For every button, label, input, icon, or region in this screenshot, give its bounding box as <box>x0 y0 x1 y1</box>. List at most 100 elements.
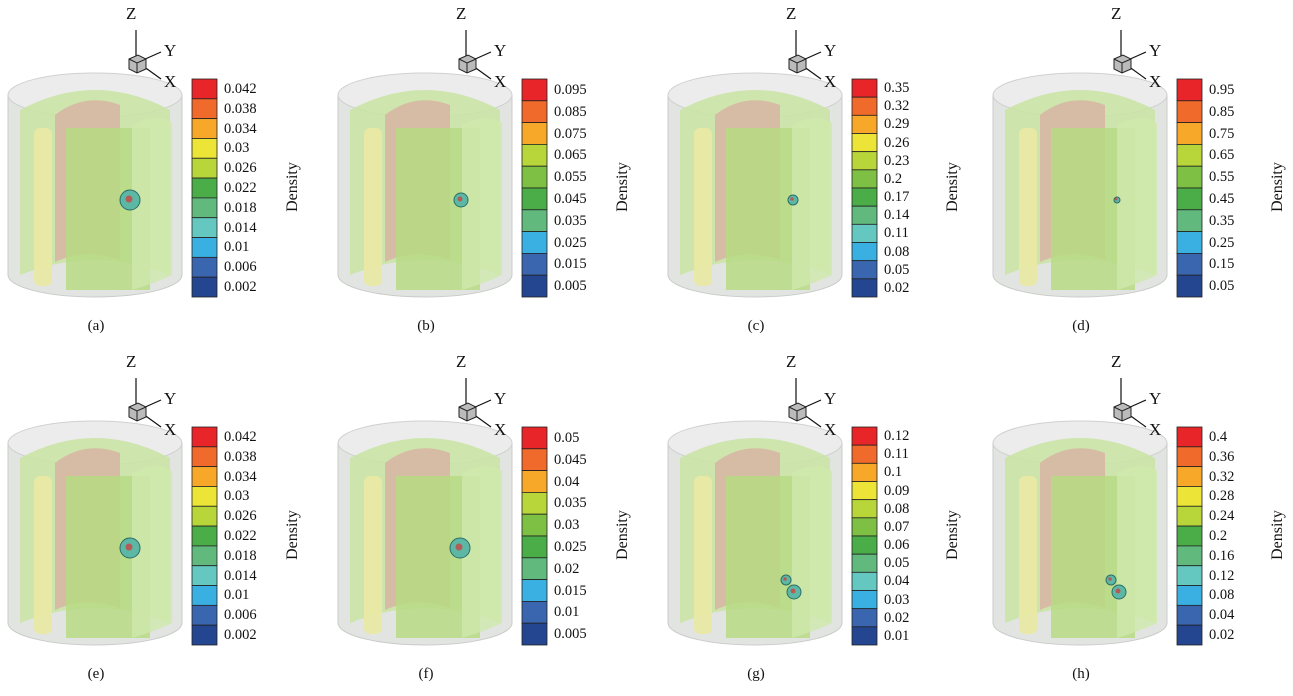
colorbar-title: Density <box>944 162 961 212</box>
colorbar-segment <box>191 118 218 139</box>
colorbar-segment <box>191 525 218 547</box>
colorbar-segment <box>851 96 878 116</box>
colorbar-tick-label: 0.23 <box>884 152 910 169</box>
colorbar-tick-label: 0.26 <box>884 134 910 151</box>
axis-label-x: X <box>824 420 837 439</box>
colorbar-segment <box>851 278 878 298</box>
colorbar-segment <box>521 470 548 493</box>
colorbar-tick-label: 0.2 <box>1209 528 1228 544</box>
axis-cube-icon <box>458 402 477 422</box>
colorbar-segment <box>521 274 548 298</box>
colorbar-tick-label: 0.014 <box>224 567 257 584</box>
colorbar-tick-label: 0.04 <box>884 573 910 590</box>
colorbar-segment <box>851 499 878 519</box>
center-blade <box>396 128 480 290</box>
center-blade <box>66 476 150 638</box>
colorbar-tick-label: 0.035 <box>554 212 587 229</box>
colorbar-segment <box>1176 624 1203 646</box>
center-blade <box>726 128 810 290</box>
colorbar-tick-label: 0.005 <box>554 626 587 643</box>
colorbar-segment <box>1176 446 1203 468</box>
colorbar-tick-label: 0.03 <box>554 517 580 534</box>
axis-triad <box>1113 378 1147 428</box>
colorbar-segment <box>1176 466 1203 487</box>
colorbar-segment <box>191 157 218 179</box>
axis-label-z: Z <box>786 4 797 23</box>
colorbar-tick-label: 0.29 <box>884 116 910 133</box>
colorbar-tick-label: 0.16 <box>1209 547 1235 564</box>
colorbar-tick-label: 0.035 <box>554 495 587 512</box>
colorbar-segment <box>1176 231 1203 254</box>
colorbar-segment <box>851 151 878 171</box>
colorbar-segment <box>191 177 218 199</box>
axis-label-y: Y <box>494 389 507 408</box>
colorbar-title: Density <box>1269 162 1286 212</box>
colorbar-tick-label: 0.025 <box>554 234 587 251</box>
baffle-front <box>132 117 172 290</box>
axis-label-y: Y <box>824 41 837 60</box>
density-cluster <box>449 537 471 559</box>
colorbar-tick-label: 0.11 <box>884 225 909 242</box>
axis-triad <box>458 378 492 428</box>
colorbar-segment <box>851 242 878 262</box>
yellow-column <box>694 128 712 286</box>
colorbar-segment <box>521 209 548 233</box>
colorbar-tick-label: 0.02 <box>554 560 580 577</box>
colorbar-segment <box>851 426 878 446</box>
colorbar-segment <box>851 114 878 134</box>
colorbar-tick-label: 0.2 <box>884 170 903 187</box>
colorbar-tick-label: 0.022 <box>224 180 257 196</box>
cylinder-scene <box>992 378 1203 646</box>
colorbar-tick-label: 0.04 <box>1209 607 1235 624</box>
colorbar-tick-label: 0.055 <box>554 169 587 186</box>
axis-cube-icon <box>788 54 807 74</box>
colorbar-segment <box>851 608 878 628</box>
colorbar-segment <box>521 122 548 145</box>
colorbar-segment <box>851 571 878 591</box>
axis-label-z: Z <box>126 4 137 23</box>
panel-label: (b) <box>417 318 435 334</box>
colorbar-segment <box>191 197 218 219</box>
colorbar-segment <box>1176 78 1203 102</box>
colorbar-segment <box>851 481 878 501</box>
axis-label-x: X <box>1149 420 1162 439</box>
yellow-column <box>364 128 382 286</box>
colorbar <box>191 426 218 646</box>
colorbar-tick-label: 0.12 <box>1209 567 1235 584</box>
cylinder-scene <box>337 30 548 298</box>
colorbar-segment <box>521 78 548 102</box>
colorbar-tick-label: 0.36 <box>1209 448 1235 465</box>
colorbar-tick-label: 0.045 <box>554 190 587 207</box>
colorbar-tick-label: 0.65 <box>1209 147 1235 164</box>
colorbar-tick-label: 0.015 <box>554 582 587 599</box>
colorbar-tick-label: 0.03 <box>224 140 250 157</box>
colorbar-segment <box>1176 122 1203 145</box>
colorbar-tick-label: 0.4 <box>1209 428 1228 445</box>
colorbar-segment <box>521 491 548 515</box>
colorbar-segment <box>1176 100 1203 124</box>
yellow-column <box>1019 128 1037 286</box>
panel-label: (f) <box>418 666 434 682</box>
colorbar-segment <box>1176 143 1203 167</box>
colorbar-tick-label: 0.05 <box>554 429 580 446</box>
panel-b: Z Y X 0.095 0.085 0.075 0.065 0.055 0.045 0.035 0.… <box>330 0 650 348</box>
colorbar-tick-label: 0.08 <box>1209 587 1235 604</box>
panel-label: (c) <box>747 318 765 334</box>
colorbar-tick-label: 0.045 <box>554 451 587 468</box>
colorbar-tick-label: 0.01 <box>554 604 580 621</box>
axis-cube-icon <box>128 402 147 422</box>
panel-label: (d) <box>1072 318 1090 334</box>
colorbar-segment <box>521 535 548 559</box>
colorbar-segment <box>851 205 878 225</box>
colorbar-tick-label: 0.026 <box>224 160 257 177</box>
colorbar-tick-label: 0.08 <box>884 243 910 260</box>
axis-cube-icon <box>1113 54 1132 74</box>
panel-label: (e) <box>87 666 105 682</box>
colorbar-segment <box>521 579 548 602</box>
colorbar-segment <box>191 98 218 120</box>
panel-h: Z Y X 0.4 0.36 0.32 0.28 0.24 0.2 0.16 0.12 0.08 0.0… <box>985 348 1293 696</box>
colorbar-segment <box>851 462 878 482</box>
cylinder-scene <box>7 378 218 646</box>
colorbar-tick-label: 0.014 <box>224 219 257 236</box>
colorbar-segment <box>851 133 878 153</box>
